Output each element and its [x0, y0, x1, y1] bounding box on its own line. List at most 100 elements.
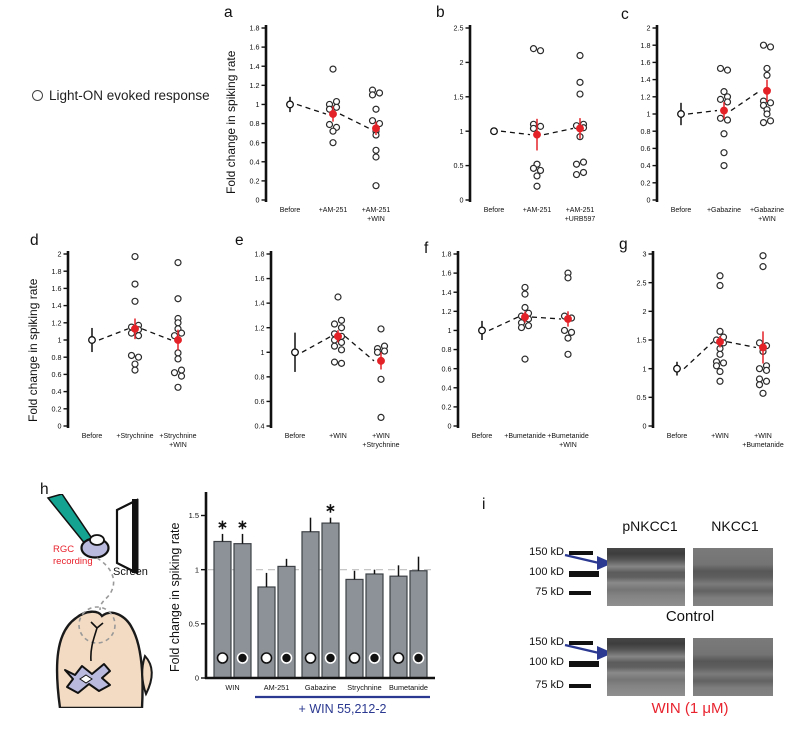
svg-text:1.2: 1.2: [442, 307, 452, 316]
svg-text:0.5: 0.5: [637, 393, 647, 402]
svg-text:0.8: 0.8: [442, 345, 452, 354]
svg-text:1.2: 1.2: [52, 318, 62, 327]
svg-text:2.5: 2.5: [637, 278, 647, 287]
marker-75kd-2: 75 kD: [535, 679, 564, 691]
svg-text:+WIN: +WIN: [559, 442, 577, 449]
condition-control: Control: [665, 608, 715, 625]
svg-text:+WIN: +WIN: [169, 442, 187, 449]
svg-text:3: 3: [643, 250, 647, 259]
svg-text:+AM-251: +AM-251: [362, 207, 391, 214]
svg-text:2: 2: [460, 58, 464, 67]
svg-text:AM-251: AM-251: [264, 683, 290, 692]
svg-text:∗: ∗: [237, 517, 248, 532]
svg-text:+Gabazine: +Gabazine: [750, 207, 784, 214]
svg-text:0.6: 0.6: [442, 364, 452, 373]
svg-text:0.6: 0.6: [641, 144, 651, 153]
svg-text:+WIN: +WIN: [754, 433, 772, 440]
svg-text:+AM-251: +AM-251: [319, 207, 348, 214]
panel-g-letter: g: [619, 236, 628, 253]
svg-text:+URB597: +URB597: [565, 216, 596, 223]
svg-text:+WIN: +WIN: [711, 433, 729, 440]
panel-c-letter: c: [621, 6, 629, 23]
svg-text:0.2: 0.2: [250, 176, 260, 185]
svg-text:0.2: 0.2: [442, 402, 452, 411]
svg-text:0.8: 0.8: [52, 353, 62, 362]
projection-dashed-path: [96, 557, 115, 611]
svg-text:1.5: 1.5: [189, 511, 199, 520]
scatter-plot-a: 0 0.2 0.4 0.6 0.8 1 1.2 1.4 1.6 1.8 Before +AM-251 +…: [250, 24, 391, 223]
panel-i: i pNKCC1 NKCC1 150 kD 100 kD 75 kD Contr…: [478, 494, 791, 731]
svg-text:Before: Before: [280, 207, 301, 214]
condition-win: WIN (1 μM): [651, 700, 729, 717]
svg-text:0.8: 0.8: [641, 127, 651, 136]
legend-light-on: Light-ON evoked response: [32, 88, 210, 103]
panel-f: f 0 0.2 0.4 0.6 0.8 1 1.2 1.4 1.6 1.8 Before +Bumet…: [420, 228, 608, 460]
svg-text:0.4: 0.4: [52, 387, 62, 396]
svg-text:0.6: 0.6: [250, 138, 260, 147]
svg-text:1.8: 1.8: [442, 250, 452, 259]
svg-text:1.4: 1.4: [52, 301, 62, 310]
rgc-label-line2: recording: [53, 556, 93, 567]
svg-text:1.2: 1.2: [641, 92, 651, 101]
scatter-plot-e: 0.4 0.6 0.8 1 1.2 1.4 1.6 1.8 Before +WIN +WIN +Str…: [255, 250, 400, 449]
svg-text:∗: ∗: [325, 501, 336, 516]
lens-icon: [89, 534, 105, 546]
svg-text:0.4: 0.4: [442, 383, 452, 392]
svg-text:+ WIN 55,212-2: + WIN 55,212-2: [299, 702, 387, 716]
svg-text:Bumetanide: Bumetanide: [389, 683, 428, 692]
open-circle-icon: [32, 90, 43, 101]
svg-text:+AM-251: +AM-251: [523, 207, 552, 214]
svg-text:1: 1: [448, 326, 452, 335]
scatter-plot-d: 0 0.2 0.4 0.6 0.8 1 1.2 1.4 1.6 1.8 2 Before +Strych…: [52, 250, 197, 449]
svg-text:0: 0: [647, 196, 651, 205]
svg-text:+Bumetanide: +Bumetanide: [547, 433, 589, 440]
svg-text:+Gabazine: +Gabazine: [707, 207, 741, 214]
svg-text:0: 0: [643, 422, 647, 431]
svg-text:0.8: 0.8: [250, 119, 260, 128]
experiment-schematic: RGC recording Screen: [46, 494, 153, 708]
svg-text:+WIN: +WIN: [367, 216, 385, 223]
marker-dash-100-2: [569, 661, 599, 667]
panel-e: e 0.4 0.6 0.8 1 1.2 1.4 1.6 1.8 Before +WIN +WIN +S…: [233, 228, 421, 460]
svg-text:1.6: 1.6: [250, 43, 260, 52]
svg-text:2: 2: [643, 307, 647, 316]
y-axis-label: Fold change in spiking rate: [224, 50, 238, 194]
rgc-label-line1: RGC: [53, 544, 74, 555]
svg-text:1.4: 1.4: [641, 75, 651, 84]
svg-text:1: 1: [58, 336, 62, 345]
svg-text:1: 1: [256, 100, 260, 109]
svg-text:1.8: 1.8: [641, 41, 651, 50]
marker-dash-75: [569, 591, 591, 595]
panel-e-letter: e: [235, 232, 244, 249]
tadpole-fin: [141, 654, 153, 697]
panel-g: g 0 0.5 1 1.5 2 2.5 3 Before +WIN +WIN +Bumetanide: [607, 228, 791, 460]
svg-text:1.2: 1.2: [255, 323, 265, 332]
svg-text:0.4: 0.4: [250, 157, 260, 166]
scatter-plot-b: 0 0.5 1 1.5 2 2.5 Before +AM-251 +AM-251 +URB597: [454, 24, 596, 223]
svg-text:1.4: 1.4: [442, 288, 452, 297]
bar-chart: ∗ ∗ WIN AM-251 ∗ Gabazine Strychnine Bumetanide…: [189, 492, 435, 716]
svg-text:1.8: 1.8: [52, 267, 62, 276]
svg-text:2: 2: [647, 24, 651, 33]
blot-nkcc1-control: [693, 548, 773, 606]
panel-f-letter: f: [424, 240, 429, 257]
svg-text:2: 2: [58, 250, 62, 259]
marker-100kd-2: 100 kD: [529, 656, 564, 668]
svg-text:0.6: 0.6: [255, 397, 265, 406]
tectum-dashed-circle: [78, 606, 116, 644]
svg-text:1: 1: [195, 565, 199, 574]
svg-text:+Strychnine: +Strychnine: [116, 433, 153, 440]
svg-text:+AM-251: +AM-251: [566, 207, 595, 214]
band-arrow-icon: [564, 553, 613, 570]
svg-text:0.5: 0.5: [189, 619, 199, 628]
svg-text:1: 1: [261, 348, 265, 357]
svg-text:+Bumetanide: +Bumetanide: [504, 433, 546, 440]
marker-100kd: 100 kD: [529, 566, 564, 578]
svg-text:0.2: 0.2: [52, 404, 62, 413]
panel-i-letter: i: [482, 496, 486, 513]
svg-text:1.6: 1.6: [442, 269, 452, 278]
svg-text:1.6: 1.6: [52, 284, 62, 293]
blot-pnkcc1-control: [607, 548, 685, 606]
marker-dash-150: [569, 551, 593, 555]
blot-nkcc1-win: [693, 638, 773, 696]
